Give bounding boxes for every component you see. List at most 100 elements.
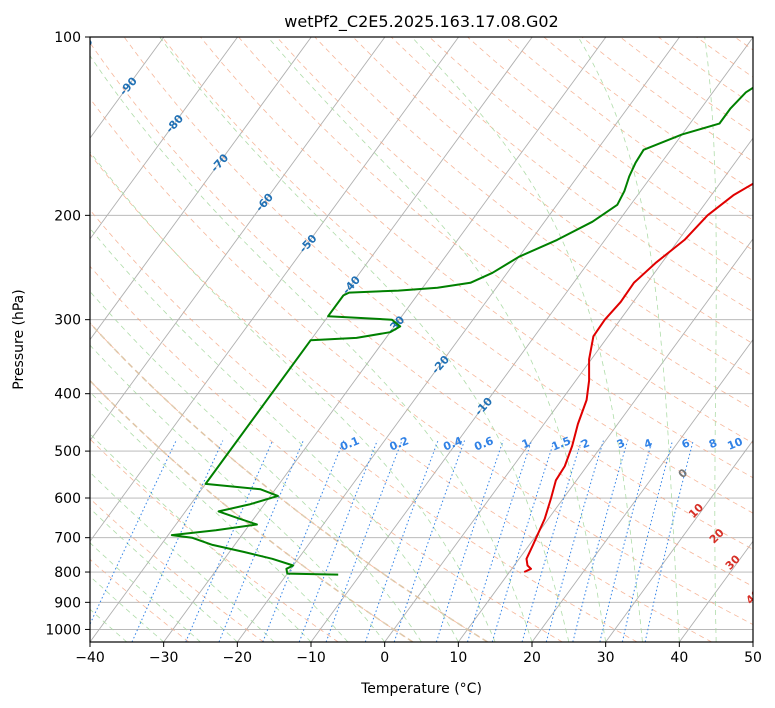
dry-adiabats [90,37,753,642]
dry-adiabat-line [90,42,753,587]
isotherm-line [678,540,753,642]
mixing-ratio-line [599,440,653,642]
mixing-ratio-label: 10 [726,435,745,453]
moist-adiabat-line [90,344,386,642]
y-tick-label: 900 [54,595,81,611]
dry-adiabat-line [467,37,753,251]
dry-adiabat-line [161,37,753,514]
y-tick-label: 200 [54,208,81,224]
x-tick-label: −30 [149,650,179,666]
sounding-profiles [170,86,753,576]
temperature-profile-line [523,182,753,573]
mixing-ratio-line [131,440,224,642]
isotherm-line [384,137,753,642]
isotherm-line [531,338,753,642]
dry-adiabat-line [200,37,753,479]
mixing-ratio-line [393,440,465,642]
x-tick-label: 20 [523,650,541,666]
dry-adiabat-line [123,37,753,550]
moist-adiabat-line [90,391,349,642]
x-axis-ticks: −40 −30 −20 −10 0 10 20 30 40 50 [75,642,762,666]
dry-adiabat-line [90,265,563,642]
dry-adiabat-line [90,498,264,642]
mixing-ratio-label: 0.6 [472,434,495,453]
moist-adiabat-line [90,575,164,642]
isotherm-line [457,238,753,642]
mixing-ratio-label: 2 [580,436,592,451]
mixing-ratio-line [325,440,403,642]
y-tick-label: 300 [54,313,81,329]
dry-adiabat-line [90,321,489,642]
mixing-ratio-label: 3 [615,436,627,451]
dry-adiabat-line [238,37,753,444]
mixing-ratio-line [572,440,629,642]
y-axis-ticks: 100 200 300 400 500 600 700 800 900 1000 [45,30,90,638]
x-tick-label: 40 [670,650,688,666]
moist-adiabat-label: 30 [723,552,743,572]
x-tick-label: 50 [744,650,762,666]
mixing-ratio-lines [90,440,694,642]
moist-adiabat-label: 0 [676,466,691,481]
moist-adiabat-line [90,290,422,642]
mixing-ratio-line [521,440,582,642]
isotherm-lines [90,37,753,642]
mixing-ratio-line [467,440,533,642]
isotherm-label: -50 [297,232,320,256]
y-tick-label: 400 [54,387,81,403]
moist-adiabat-label: 20 [707,526,727,546]
plot-frame [89,36,754,643]
mixing-ratio-line [644,440,694,642]
chart-title: wetPf2_C2E5.2025.163.17.08.G02 [284,12,558,32]
dry-adiabat-line [90,209,638,642]
moist-adiabat-line [411,37,643,642]
mixing-ratio-label: 4 [642,436,654,451]
y-tick-label: 1000 [45,622,81,638]
mixing-ratio-label: 0.1 [338,434,361,453]
mixing-ratio-label: 13 [752,435,771,453]
dry-adiabat-line [429,37,753,282]
dry-adiabat-line [658,37,753,106]
moist-adiabats [90,37,717,642]
isotherm-line [236,37,680,642]
mixing-ratio-line [491,440,555,642]
y-tick-label: 100 [54,30,81,46]
isobar-grid [90,37,753,630]
x-tick-label: −20 [223,650,253,666]
isotherm-line [163,37,607,642]
dry-adiabat-line [543,37,753,191]
moist-adiabat-line [159,37,570,642]
mixing-ratio-label: 0.2 [388,434,411,453]
mixing-ratio-label: 6 [680,436,692,451]
moist-adiabat-label: 40 [743,587,763,607]
isotherm-label: -90 [117,74,140,98]
x-tick-label: 10 [449,650,467,666]
moist-adiabat-line [704,37,717,642]
dewpoint-profile-line [170,86,753,576]
mixing-ratio-line [364,440,439,642]
reference-line-labels: 0.10.20.40.611.52346810131620253036-100-… [90,37,771,607]
mixing-ratio-label: 1 [520,436,532,451]
moist-adiabat-line [90,55,533,642]
x-tick-label: 0 [380,650,389,666]
moist-adiabat-line [577,37,680,642]
mixing-ratio-line [262,440,345,642]
isotherm-label: -80 [163,112,186,136]
mixing-ratio-line [545,440,604,642]
dry-adiabat-line [734,37,753,51]
isotherm-line [90,37,238,240]
isotherm-line [90,37,312,341]
dry-adiabat-line [390,37,753,313]
moist-adiabat-line [90,471,275,642]
dry-adiabat-line [90,97,753,626]
moist-adiabat-line [90,227,459,642]
isotherm-line [752,641,753,642]
isotherm-label: -70 [208,151,231,175]
dry-adiabat-line [352,37,753,345]
mixing-ratio-line [621,440,673,642]
y-tick-label: 500 [54,444,81,460]
y-axis-label: Pressure (hPa) [11,289,27,389]
x-tick-label: −10 [296,650,326,666]
moist-adiabat-label: 10 [686,501,706,521]
x-tick-label: 30 [597,650,615,666]
